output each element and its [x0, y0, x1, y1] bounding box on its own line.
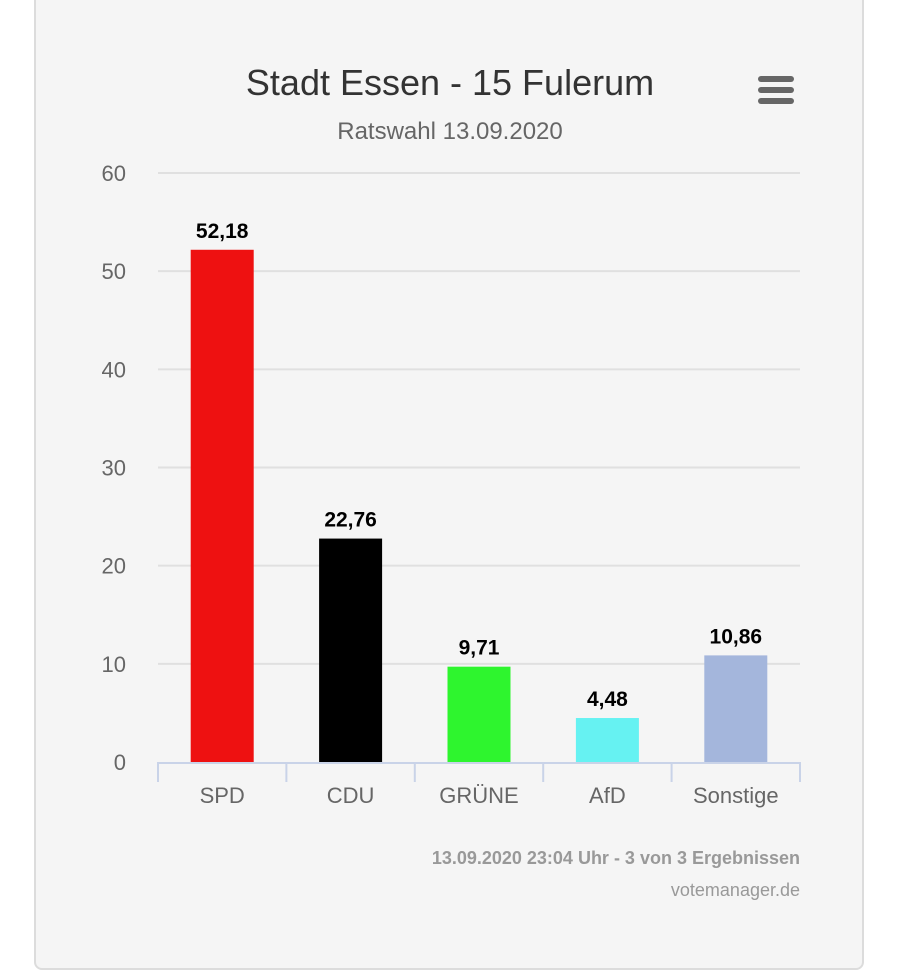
data-label: 10,86 [710, 625, 763, 648]
bar [319, 538, 383, 762]
y-tick-label: 60 [102, 161, 126, 186]
y-tick-label: 0 [114, 750, 126, 775]
data-label: 9,71 [459, 637, 500, 660]
x-tick-label: SPD [200, 783, 245, 808]
y-tick-label: 20 [102, 554, 126, 579]
y-tick-label: 30 [102, 456, 126, 481]
bar [704, 655, 768, 762]
data-label: 22,76 [324, 509, 377, 532]
x-tick-label: CDU [327, 783, 375, 808]
bar [190, 249, 254, 762]
y-tick-label: 10 [102, 652, 126, 677]
chart-credits[interactable]: 13.09.2020 23:04 Uhr - 3 von 3 Ergebniss… [431, 848, 800, 868]
chart-card [34, 0, 864, 970]
x-tick-label: AfD [589, 783, 626, 808]
y-tick-label: 40 [102, 357, 126, 382]
bar [575, 718, 639, 762]
y-tick-label: 50 [102, 259, 126, 284]
x-tick-label: GRÜNE [439, 783, 518, 808]
data-label: 52,18 [196, 220, 249, 243]
hamburger-menu-icon[interactable] [752, 70, 800, 112]
x-tick-label: Sonstige [693, 783, 779, 808]
chart-title: Stadt Essen - 15 Fulerum [245, 62, 655, 103]
chart-subtitle: Ratswahl 13.09.2020 [337, 118, 563, 145]
bar [447, 666, 511, 762]
chart-source[interactable]: votemanager.de [670, 880, 800, 900]
data-label: 4,48 [587, 688, 628, 711]
